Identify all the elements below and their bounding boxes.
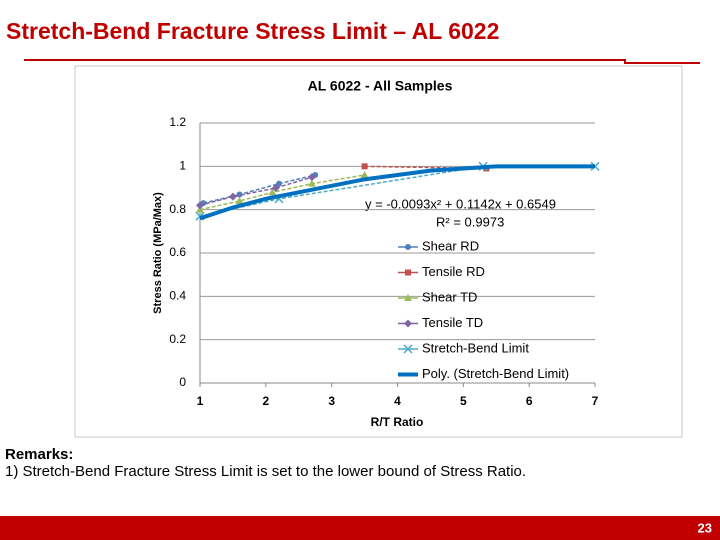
series-line <box>199 164 595 221</box>
marker <box>228 192 237 201</box>
marker <box>268 188 277 196</box>
x-tick-label: 2 <box>262 394 269 408</box>
footer-bar <box>0 516 720 540</box>
legend-label: Poly. (Stretch-Bend Limit) <box>422 366 569 381</box>
y-tick-label: 0.4 <box>169 289 186 303</box>
y-tick-label: 1.2 <box>169 115 186 129</box>
chart-frame <box>74 65 683 438</box>
slide-title: Stretch-Bend Fracture Stress Limit – AL … <box>6 18 499 44</box>
marker <box>307 179 316 187</box>
x-tick-label: 3 <box>328 394 335 408</box>
series-line <box>203 174 316 204</box>
equation: y = -0.0093x² + 0.1142x + 0.6549 <box>365 196 556 211</box>
title-rule <box>24 59 700 64</box>
x-tick-label: 5 <box>460 394 467 408</box>
x-tick-label: 6 <box>526 394 533 408</box>
y-tick-label: 0.8 <box>169 202 186 216</box>
x-axis-label: R/T Ratio <box>371 415 424 429</box>
chart-title: AL 6022 - All Samples <box>308 78 453 94</box>
marker <box>276 180 282 187</box>
marker <box>405 244 411 250</box>
marker <box>404 319 412 328</box>
remark-item: 1) Stretch-Bend Fracture Stress Limit is… <box>5 463 526 480</box>
marker <box>405 269 411 276</box>
legend-label: Tensile RD <box>422 264 485 279</box>
r-squared: R² = 0.9973 <box>436 214 504 229</box>
marker <box>360 171 369 178</box>
x-tick-label: 7 <box>592 394 599 408</box>
y-tick-label: 0.2 <box>169 332 186 346</box>
marker <box>361 163 368 170</box>
marker <box>403 344 413 354</box>
series-line <box>199 176 313 207</box>
legend-label: Stretch-Bend Limit <box>422 340 529 355</box>
legend-label: Shear TD <box>422 289 477 304</box>
x-tick-label: 1 <box>197 394 204 408</box>
legend-label: Tensile TD <box>422 315 483 330</box>
y-axis-label: Stress Ratio (MPa/Max) <box>152 192 164 314</box>
marker <box>235 197 244 204</box>
series-line <box>364 165 487 170</box>
marker <box>196 201 204 210</box>
y-tick-label: 1 <box>179 159 186 173</box>
marker <box>404 294 412 301</box>
page-number: 23 <box>698 520 712 535</box>
marker <box>271 184 280 192</box>
marker <box>307 173 316 182</box>
legend-label: Shear RD <box>422 238 479 253</box>
remarks-heading: Remarks: <box>5 446 73 463</box>
y-tick-label: 0 <box>179 375 186 389</box>
plot: 0 0.2 0.4 0.6 0.8 1 1.2 1 2 3 4 5 6 7 Shear RD Tensile … <box>169 115 600 408</box>
y-tick-label: 0.6 <box>169 245 186 259</box>
x-tick-label: 4 <box>394 394 401 408</box>
